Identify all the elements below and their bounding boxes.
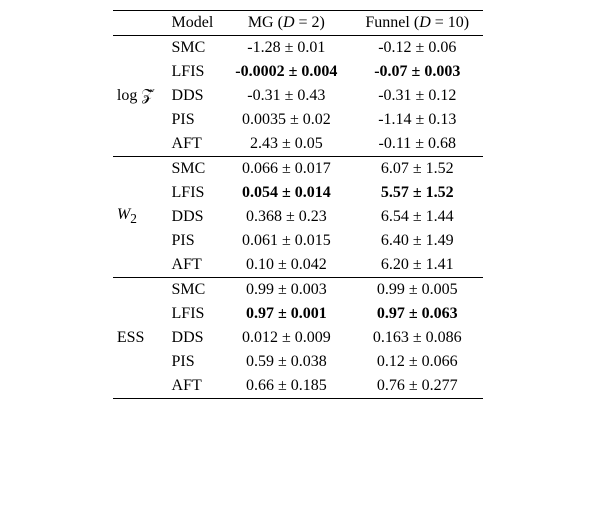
mg-cell: 0.054 ± 0.014 [221,181,351,205]
mg-cell: 0.10 ± 0.042 [221,253,351,278]
table-row: DDS-0.31 ± 0.43-0.31 ± 0.12 [113,84,483,108]
mg-cell: 0.368 ± 0.23 [221,205,351,229]
mg-cell: 0.99 ± 0.003 [221,278,351,303]
funnel-cell: 6.40 ± 1.49 [351,229,483,253]
table-row: LFIS0.054 ± 0.0145.57 ± 1.52 [113,181,483,205]
model-cell: PIS [164,350,222,374]
table-row: AFT0.10 ± 0.0426.20 ± 1.41 [113,253,483,278]
metric-label: ESS [113,278,164,399]
mg-cell: 0.066 ± 0.017 [221,157,351,182]
table-row: PIS0.061 ± 0.0156.40 ± 1.49 [113,229,483,253]
funnel-cell: 0.12 ± 0.066 [351,350,483,374]
model-cell: AFT [164,253,222,278]
model-cell: SMC [164,157,222,182]
funnel-cell: 5.57 ± 1.52 [351,181,483,205]
header-row: Model MG (D = 2) Funnel (D = 10) [113,11,483,36]
header-mg: MG (D = 2) [221,11,351,36]
funnel-cell: 6.54 ± 1.44 [351,205,483,229]
model-cell: DDS [164,326,222,350]
model-cell: LFIS [164,60,222,84]
model-cell: PIS [164,108,222,132]
model-cell: PIS [164,229,222,253]
mg-cell: 0.0035 ± 0.02 [221,108,351,132]
mg-cell: 0.012 ± 0.009 [221,326,351,350]
funnel-cell: 0.76 ± 0.277 [351,374,483,399]
funnel-cell: 0.97 ± 0.063 [351,302,483,326]
mg-cell: 0.59 ± 0.038 [221,350,351,374]
mg-cell: -0.31 ± 0.43 [221,84,351,108]
table-row: LFIS0.97 ± 0.0010.97 ± 0.063 [113,302,483,326]
table-row: AFT0.66 ± 0.1850.76 ± 0.277 [113,374,483,399]
model-cell: SMC [164,36,222,61]
mg-cell: -0.0002 ± 0.004 [221,60,351,84]
table-row: W2SMC0.066 ± 0.0176.07 ± 1.52 [113,157,483,182]
mg-cell: -1.28 ± 0.01 [221,36,351,61]
model-cell: AFT [164,374,222,399]
header-blank [113,11,164,36]
funnel-cell: 0.99 ± 0.005 [351,278,483,303]
header-model: Model [164,11,222,36]
table-row: LFIS-0.0002 ± 0.004-0.07 ± 0.003 [113,60,483,84]
table-row: PIS0.0035 ± 0.02-1.14 ± 0.13 [113,108,483,132]
funnel-cell: 6.07 ± 1.52 [351,157,483,182]
results-table: Model MG (D = 2) Funnel (D = 10) log 𝒵̂S… [113,10,483,399]
table-row: DDS0.368 ± 0.236.54 ± 1.44 [113,205,483,229]
metric-label: log 𝒵̂ [113,36,164,157]
mg-cell: 0.66 ± 0.185 [221,374,351,399]
table-row: PIS0.59 ± 0.0380.12 ± 0.066 [113,350,483,374]
funnel-cell: -0.12 ± 0.06 [351,36,483,61]
table-row: log 𝒵̂SMC-1.28 ± 0.01-0.12 ± 0.06 [113,36,483,61]
funnel-cell: -0.11 ± 0.68 [351,132,483,157]
model-cell: LFIS [164,181,222,205]
funnel-cell: -0.31 ± 0.12 [351,84,483,108]
header-funnel: Funnel (D = 10) [351,11,483,36]
funnel-cell: -0.07 ± 0.003 [351,60,483,84]
model-cell: SMC [164,278,222,303]
funnel-cell: 6.20 ± 1.41 [351,253,483,278]
table-row: ESSSMC0.99 ± 0.0030.99 ± 0.005 [113,278,483,303]
mg-cell: 0.97 ± 0.001 [221,302,351,326]
funnel-cell: -1.14 ± 0.13 [351,108,483,132]
table-row: DDS0.012 ± 0.0090.163 ± 0.086 [113,326,483,350]
mg-cell: 0.061 ± 0.015 [221,229,351,253]
metric-label: W2 [113,157,164,278]
model-cell: AFT [164,132,222,157]
model-cell: LFIS [164,302,222,326]
funnel-cell: 0.163 ± 0.086 [351,326,483,350]
mg-cell: 2.43 ± 0.05 [221,132,351,157]
table-body: log 𝒵̂SMC-1.28 ± 0.01-0.12 ± 0.06LFIS-0.… [113,36,483,399]
table-row: AFT2.43 ± 0.05-0.11 ± 0.68 [113,132,483,157]
model-cell: DDS [164,84,222,108]
model-cell: DDS [164,205,222,229]
